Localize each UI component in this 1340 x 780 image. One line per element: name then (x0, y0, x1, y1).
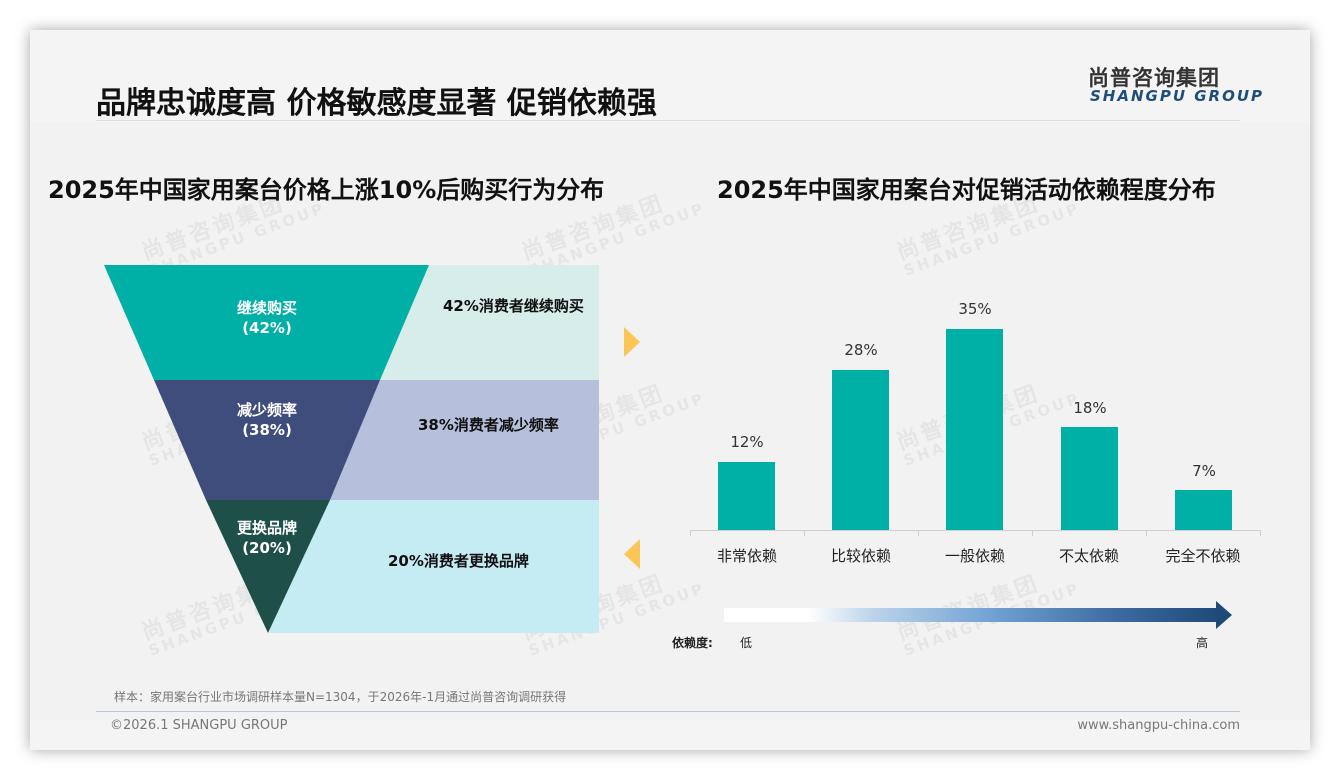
logo-cn: 尚普咨询集团 (1088, 66, 1220, 90)
bar (1061, 427, 1118, 530)
bar-value-label: 12% (730, 433, 764, 451)
funnel-stage-desc: 20%消费者更换品牌 (388, 552, 529, 570)
bar (1175, 490, 1232, 530)
bar-category-label: 比较依赖 (830, 547, 891, 565)
bar-category-label: 完全不依赖 (1165, 547, 1241, 565)
bar (832, 370, 889, 530)
page-title: 品牌忠诚度高 价格敏感度显著 促销依赖强 (96, 86, 657, 121)
funnel-shapes (104, 265, 599, 633)
axis-tick (1032, 530, 1033, 536)
bar-value-label: 35% (958, 300, 992, 318)
footer-divider (96, 711, 1240, 712)
arrow-right-marker-icon (624, 327, 640, 357)
bar-category-label: 非常依赖 (716, 547, 777, 565)
axis-tick (690, 530, 691, 536)
logo-en: SHANGPU GROUP (1090, 87, 1265, 105)
sample-note: 样本：家用案台行业市场调研样本量N=1304，于2026年-1月通过尚普咨询调研… (114, 690, 567, 704)
x-axis (690, 530, 1260, 531)
bar-category-label: 一般依赖 (944, 547, 1005, 565)
dependency-high-label: 高 (1196, 636, 1209, 650)
arrow-left-marker-icon (624, 539, 640, 569)
funnel-stage-desc: 38%消费者减少频率 (418, 416, 559, 434)
bar-value-label: 18% (1073, 399, 1107, 417)
website-link[interactable]: www.shangpu-china.com (1077, 718, 1240, 733)
axis-tick (918, 530, 919, 536)
bar-value-label: 7% (1192, 462, 1216, 480)
axis-tick (1260, 530, 1261, 536)
funnel-stage-label: 更换品牌 (20%) (236, 519, 297, 557)
title-divider (96, 120, 1240, 121)
bar (946, 329, 1003, 530)
bar-chart-title: 2025年中国家用案台对促销活动依赖程度分布 (717, 176, 1216, 204)
dependency-legend-label: 依赖度: (672, 636, 713, 650)
bar (718, 462, 775, 530)
dependency-low-label: 低 (740, 636, 753, 650)
gradient-arrow-head-icon (1216, 601, 1232, 629)
axis-tick (804, 530, 805, 536)
funnel-chart-title: 2025年中国家用案台价格上涨10%后购买行为分布 (48, 176, 605, 204)
funnel-stage-desc: 42%消费者继续购买 (443, 297, 584, 315)
bar-category-label: 不太依赖 (1058, 547, 1119, 565)
copyright: ©2026.1 SHANGPU GROUP (110, 718, 288, 733)
bar-value-label: 28% (844, 341, 878, 359)
dependency-gradient-bar (724, 608, 1218, 622)
funnel-stage-label: 继续购买 (42%) (236, 299, 297, 337)
funnel-stage-label: 减少频率 (38%) (236, 401, 297, 439)
axis-tick (1146, 530, 1147, 536)
